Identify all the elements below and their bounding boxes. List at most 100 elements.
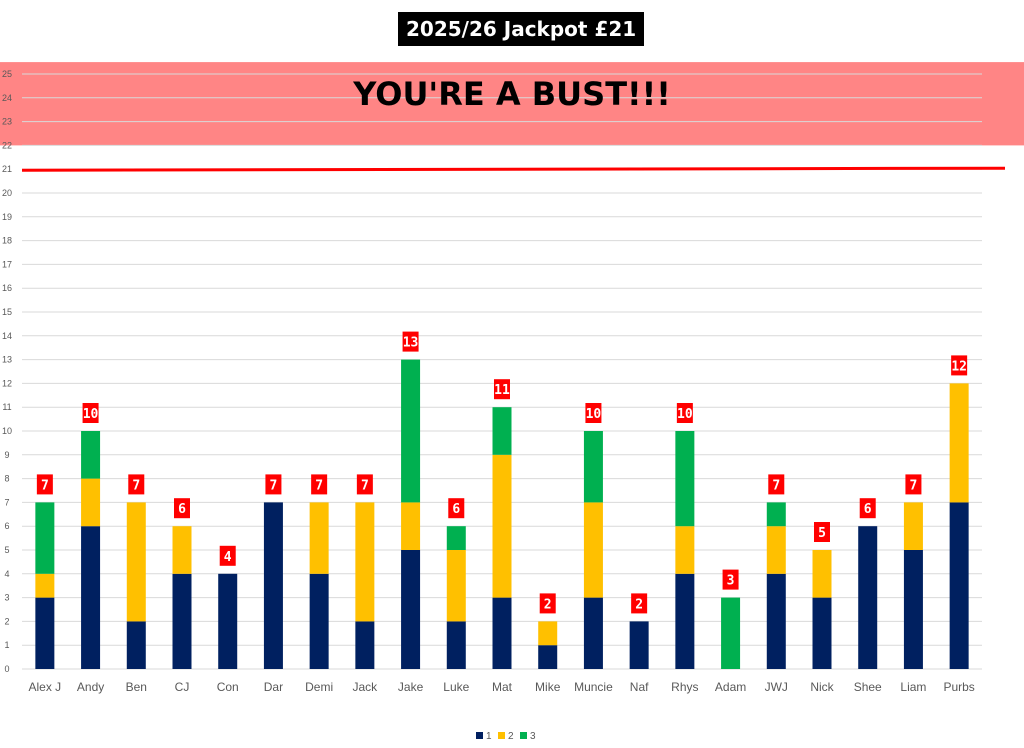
x-tick-label: Shee (854, 680, 882, 694)
x-tick-label: Mike (535, 680, 561, 694)
bar-segment (538, 645, 558, 669)
total-label: 5 (814, 522, 830, 542)
total-label-bg (82, 403, 99, 423)
bar-segment (309, 502, 329, 574)
y-tick-label: 17 (2, 259, 12, 269)
x-tick-label: Ben (126, 680, 147, 694)
bar-segment (675, 526, 695, 574)
bar-segment (538, 621, 558, 646)
bar-segment (401, 359, 421, 503)
x-tick-label: Alex J (29, 680, 62, 694)
total-label: 7 (356, 474, 373, 495)
total-label-text: 2 (635, 597, 643, 612)
x-tick-label: Jake (398, 680, 424, 694)
total-label: 11 (494, 379, 510, 400)
total-label-bg (585, 403, 602, 423)
x-tick-label: JWJ (765, 680, 788, 694)
total-label-text: 7 (315, 478, 323, 493)
total-label-bg (539, 593, 556, 614)
total-label: 13 (402, 331, 419, 352)
jackpot-line (21, 166, 1006, 172)
x-tick-label: Mat (492, 680, 513, 694)
bar-segment (309, 573, 329, 669)
y-tick-label: 0 (4, 664, 9, 674)
chart-title: 2025/26 Jackpot £21 (398, 12, 645, 46)
total-label-text: 5 (818, 526, 826, 541)
total-label: 6 (859, 498, 876, 519)
y-tick-label: 18 (2, 236, 12, 246)
x-axis-labels: Alex J Andy Ben CJ Con Dar Demi Jack Jake Luke Mat… (29, 680, 975, 694)
total-label-bg (219, 545, 236, 566)
total-label-text: 7 (41, 478, 49, 493)
y-tick-label: 13 (2, 355, 12, 365)
y-tick-label: 2 (4, 616, 9, 626)
bar-segment (675, 431, 695, 527)
total-label: 7 (128, 474, 145, 495)
x-tick-label: Adam (715, 680, 746, 694)
y-tick-label: 15 (2, 307, 12, 317)
y-tick-label: 14 (2, 331, 12, 341)
y-tick-label: 6 (4, 521, 9, 531)
bar-segment (903, 550, 923, 669)
total-label: 2 (539, 593, 556, 614)
y-tick-label: 7 (4, 497, 9, 507)
x-tick-label: Nick (810, 680, 834, 694)
legend-item: 2 (498, 731, 514, 742)
bar-segment (446, 526, 466, 550)
bar-segment (401, 550, 421, 669)
total-label: 6 (448, 498, 465, 519)
y-tick-label: 12 (2, 378, 12, 388)
total-label-bg (128, 474, 145, 495)
x-tick-label: Purbs (943, 680, 974, 694)
total-label-bg (356, 474, 373, 495)
total-label: 7 (905, 474, 922, 495)
x-tick-label: Dar (264, 680, 283, 694)
total-label-bg (402, 331, 419, 352)
bar-segment (492, 454, 512, 598)
total-label-bg (768, 474, 785, 495)
total-label-bg (631, 593, 648, 614)
total-label-text: 7 (132, 478, 140, 493)
y-tick-label: 3 (4, 593, 9, 603)
y-tick-label: 5 (4, 545, 9, 555)
total-label: 10 (585, 403, 602, 423)
total-label-text: 4 (224, 550, 232, 565)
y-tick-label: 1 (4, 640, 9, 650)
total-label-bg (174, 498, 190, 519)
total-label-bg (36, 474, 53, 495)
total-label: 10 (676, 403, 693, 423)
bar-segment (812, 550, 832, 598)
total-label-text: 6 (864, 502, 872, 517)
bar-segment (35, 573, 55, 598)
total-label-text: 2 (544, 597, 552, 612)
y-tick-label: 20 (2, 188, 12, 198)
total-label: 7 (311, 474, 328, 495)
total-label-bg (676, 403, 693, 423)
y-tick-label: 21 (2, 164, 12, 174)
total-label: 12 (951, 355, 968, 376)
bar-segment (583, 597, 603, 669)
bar-segment (492, 407, 512, 455)
x-tick-label: Andy (77, 680, 104, 694)
y-tick-label: 8 (4, 474, 9, 484)
total-label: 7 (768, 474, 785, 495)
bar-segment (172, 526, 192, 574)
bar-segment (218, 573, 238, 669)
y-tick-label: 19 (2, 212, 12, 222)
bar-segment (263, 502, 283, 669)
x-tick-label: Liam (900, 680, 926, 694)
total-label-text: 6 (178, 502, 186, 517)
y-tick-label: 11 (2, 402, 11, 412)
bar-segment (903, 502, 923, 550)
y-tick-label: 10 (2, 426, 12, 436)
total-label-text: 10 (677, 407, 693, 422)
bar-segment (812, 597, 832, 669)
total-label-bg (265, 474, 282, 495)
total-label-bg (951, 355, 968, 376)
bust-banner: YOU'RE A BUST!!! (352, 75, 671, 113)
bar-segment (675, 573, 695, 669)
legend-label: 2 (508, 731, 514, 742)
bar-segment (949, 502, 969, 669)
x-tick-label: Muncie (574, 680, 613, 694)
